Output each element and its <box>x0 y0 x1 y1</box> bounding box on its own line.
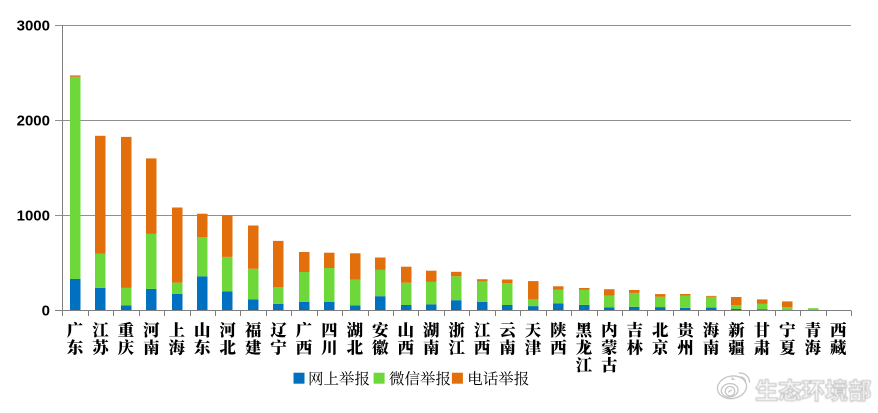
svg-text:3000: 3000 <box>17 17 50 34</box>
svg-text:2000: 2000 <box>17 112 50 129</box>
svg-text:0: 0 <box>42 302 50 319</box>
svg-text:1000: 1000 <box>17 207 50 224</box>
